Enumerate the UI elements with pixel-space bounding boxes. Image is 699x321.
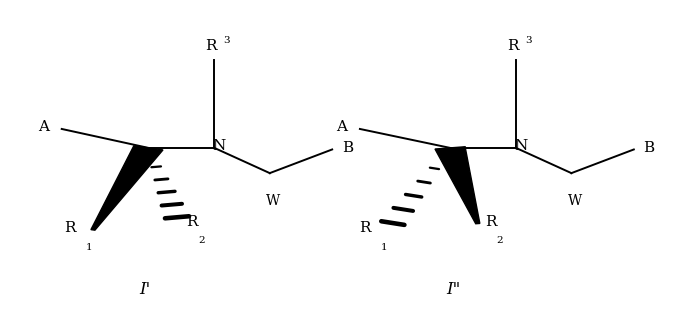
Text: R: R	[205, 39, 217, 53]
Text: 2: 2	[199, 237, 205, 246]
Text: I': I'	[139, 281, 150, 298]
Text: A: A	[336, 120, 347, 134]
Text: 1: 1	[86, 243, 93, 252]
Polygon shape	[435, 147, 480, 224]
Text: W: W	[568, 194, 582, 208]
Text: W: W	[266, 194, 280, 208]
Text: I": I"	[447, 281, 461, 298]
Text: R: R	[484, 215, 496, 229]
Text: R: R	[507, 39, 518, 53]
Text: 3: 3	[224, 36, 230, 45]
Text: 1: 1	[381, 243, 387, 252]
Text: N: N	[212, 139, 226, 153]
Text: B: B	[644, 141, 655, 155]
Text: A: A	[38, 120, 49, 134]
Text: 2: 2	[497, 237, 503, 246]
Text: R: R	[359, 221, 370, 235]
Text: R: R	[187, 215, 198, 229]
Text: B: B	[342, 141, 353, 155]
Text: 3: 3	[525, 36, 532, 45]
Polygon shape	[91, 146, 163, 230]
Text: R: R	[64, 221, 75, 235]
Text: N: N	[514, 139, 528, 153]
